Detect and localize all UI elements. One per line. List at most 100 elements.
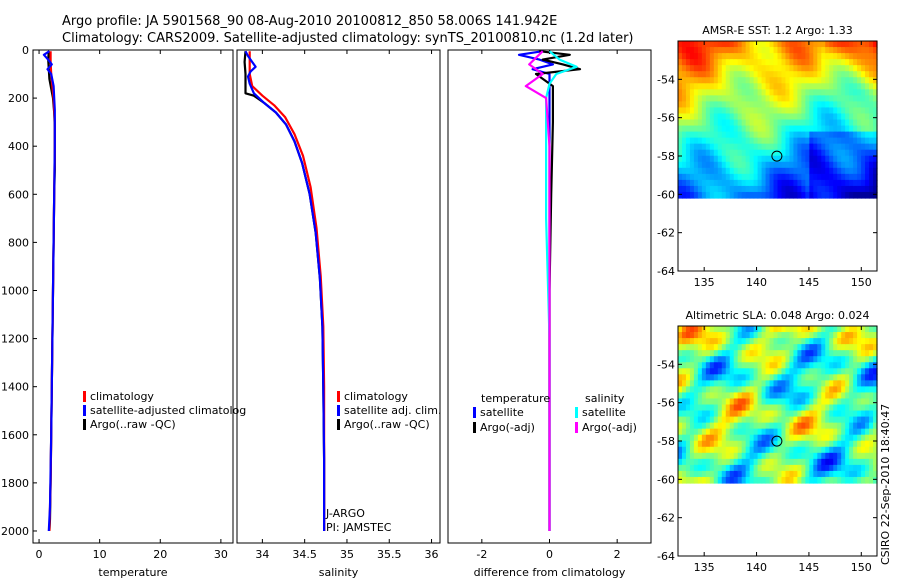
map-cell: [761, 410, 767, 418]
map-cell: [725, 161, 731, 169]
map-cell: [725, 410, 731, 418]
map-cell: [697, 404, 703, 412]
map-cell: [777, 416, 783, 424]
map-cell: [741, 137, 747, 145]
map-cell: [701, 71, 707, 78]
map-cell: [773, 65, 779, 72]
map-cell: [837, 113, 842, 121]
map-cell: [777, 107, 783, 115]
map-cell: [681, 416, 687, 424]
map-cell: [829, 125, 834, 133]
map-cell: [849, 374, 854, 381]
map-cell: [717, 41, 723, 48]
map-cell: [693, 416, 699, 424]
map-cell: [717, 83, 723, 90]
map-cell: [697, 386, 703, 394]
map-cell: [837, 410, 842, 418]
map-cell: [833, 137, 838, 145]
map-cell: [733, 149, 739, 157]
map-cell: [849, 143, 854, 151]
map-cell: [829, 326, 834, 333]
map-cell: [713, 95, 719, 102]
map-cell: [725, 392, 731, 400]
map-cell: [741, 71, 747, 78]
map-cell: [845, 398, 850, 406]
y-tick-label: -64: [657, 550, 675, 563]
map-cell: [865, 404, 870, 412]
map-cell: [857, 398, 862, 406]
map-cell: [845, 410, 850, 418]
map-cell: [853, 464, 858, 472]
map-cell: [809, 470, 814, 478]
map-cell: [685, 458, 691, 466]
map-cell: [729, 47, 735, 54]
map-cell: [721, 446, 727, 454]
map-cell: [805, 326, 810, 333]
map-cell: [713, 338, 719, 345]
map-cell: [753, 476, 759, 484]
map-cell: [805, 125, 810, 133]
map-cell: [717, 380, 723, 387]
map-cell: [741, 452, 747, 460]
map-cell: [693, 185, 699, 193]
map-cell: [709, 113, 715, 121]
map-cell: [737, 332, 743, 339]
map-cell: [817, 374, 822, 381]
map-cell: [697, 428, 703, 436]
map-cell: [693, 173, 699, 181]
map-cell: [769, 428, 775, 436]
map-cell: [821, 143, 826, 151]
map-cell: [869, 89, 874, 96]
map-cell: [801, 137, 806, 145]
map-cell: [869, 434, 874, 442]
map-cell: [753, 143, 759, 151]
map-cell: [805, 53, 810, 60]
map-cell: [853, 185, 858, 193]
map-cell: [773, 422, 779, 430]
map-cell: [693, 326, 699, 333]
map-cell: [845, 113, 850, 121]
map-cell: [849, 344, 854, 351]
map-cell: [745, 47, 751, 54]
map-cell: [865, 344, 870, 351]
map-cell: [697, 392, 703, 400]
map-cell: [869, 119, 874, 127]
map-cell: [833, 107, 838, 115]
map-cell: [721, 470, 727, 478]
map-cell: [841, 470, 846, 478]
map-cell: [781, 386, 787, 394]
annotation-text: PI: JAMSTEC: [326, 521, 392, 534]
map-cell: [725, 326, 731, 333]
map-cell: [713, 41, 719, 48]
map-cell: [721, 59, 727, 66]
map-cell: [725, 143, 731, 151]
map-cell: [861, 416, 866, 424]
map-cell: [809, 332, 814, 339]
map-cell: [865, 101, 870, 109]
map-cell: [705, 470, 711, 478]
map-cell: [785, 77, 791, 84]
x-axis-label: salinity: [319, 566, 359, 579]
map-cell: [689, 125, 695, 133]
legend-group-heading: temperature: [481, 392, 550, 405]
map-cell: [773, 107, 779, 115]
map-cell: [697, 356, 703, 363]
map-cell: [781, 440, 787, 448]
map-cell: [801, 326, 806, 333]
map-cell: [789, 386, 795, 394]
map-cell: [857, 149, 862, 157]
map-cell: [713, 107, 719, 115]
map-cell: [717, 386, 723, 394]
map-cell: [701, 191, 707, 199]
map-cell: [829, 65, 834, 72]
map-cell: [833, 470, 838, 478]
map-cell: [737, 167, 743, 175]
map-cell: [841, 410, 846, 418]
map-cell: [737, 410, 743, 418]
map-cell: [805, 386, 810, 394]
map-cell: [793, 137, 798, 145]
map-cell: [837, 107, 842, 115]
map-cell: [805, 422, 810, 430]
map-cell: [689, 404, 695, 412]
map-cell: [821, 77, 826, 84]
